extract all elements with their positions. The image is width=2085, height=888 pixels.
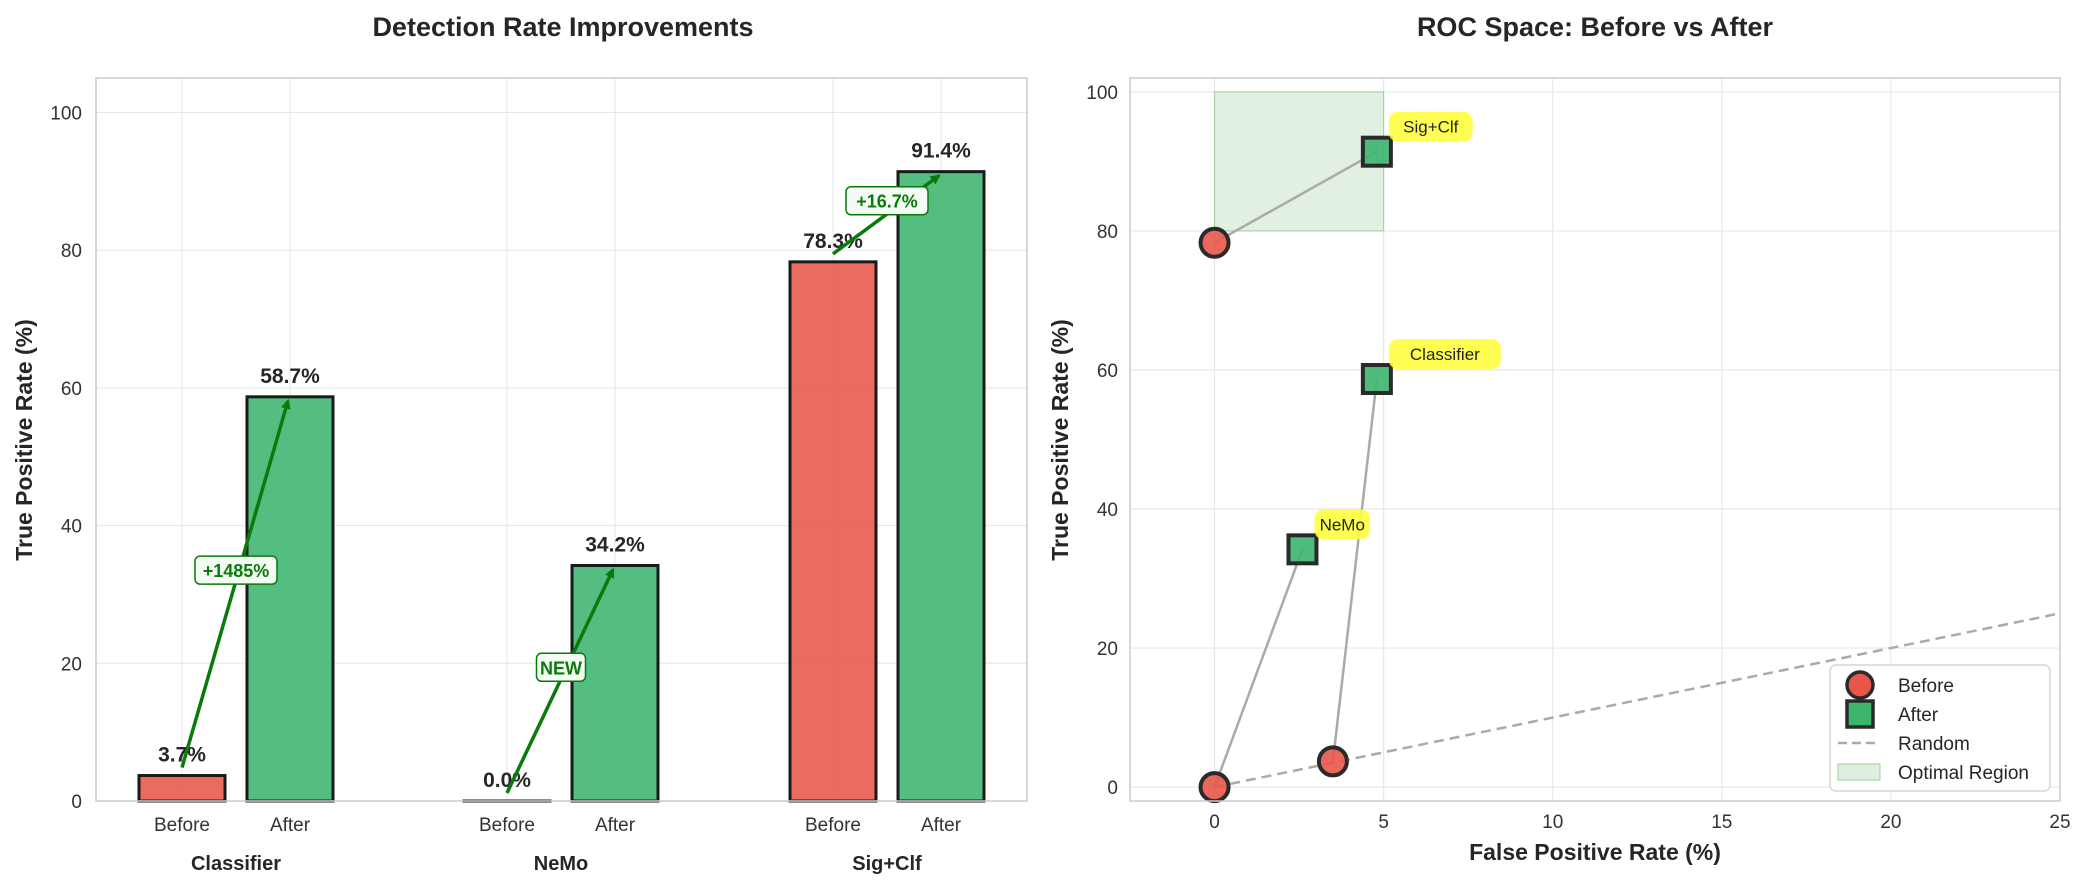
legend-box <box>1829 664 2051 792</box>
annotation-label: NEW <box>540 658 582 678</box>
right-x-tick-label: 20 <box>1880 812 1901 833</box>
annotation-label: +1485% <box>203 561 270 581</box>
bar-x-tick-label: After <box>921 815 962 836</box>
bar-x-tick-label: Before <box>154 815 210 836</box>
bar-value-label: 78.3% <box>803 230 863 253</box>
left-y-tick-label: 20 <box>61 654 82 675</box>
bar-value-label: 58.7% <box>260 365 320 388</box>
group-label: Classifier <box>191 853 281 875</box>
bar-after <box>245 395 335 803</box>
bar-before <box>788 260 878 803</box>
left-plot-frame <box>95 77 1028 802</box>
point-label: Classifier <box>1410 345 1480 364</box>
before-point <box>1198 226 1231 259</box>
annotation-label: +16.7% <box>856 192 918 212</box>
right-x-tick-label: 0 <box>1209 812 1220 833</box>
right-x-axis-label: False Positive Rate (%) <box>1469 839 1721 865</box>
point-label-box <box>1314 509 1371 540</box>
point-label: NeMo <box>1320 515 1365 534</box>
legend-after-icon <box>1845 699 1875 729</box>
bar-value-label: 3.7% <box>158 744 206 767</box>
bar-before <box>137 774 227 803</box>
roc-chart: ROC Space: Before vs After 0 5 10 15 20 25 0 20… <box>1047 12 2071 865</box>
bar-x-tick-label: After <box>595 815 636 836</box>
right-y-axis-label: True Positive Rate (%) <box>1047 319 1073 561</box>
group-label: NeMo <box>534 853 588 875</box>
connector-line <box>1331 378 1379 762</box>
legend-label: Before <box>1898 676 1954 697</box>
left-arrows: +1485% NEW +16.7% <box>180 174 941 794</box>
legend-label: Optimal Region <box>1898 763 2029 784</box>
bar-value-label: 0.0% <box>483 769 531 792</box>
legend-label: Random <box>1898 734 1970 755</box>
right-y-tick-label: 40 <box>1097 500 1118 521</box>
annotation-box <box>845 185 929 216</box>
left-y-tick-label: 100 <box>50 103 82 124</box>
left-y-tick-label: 0 <box>71 792 82 813</box>
annotation-box <box>194 555 278 585</box>
bar-value-label: 34.2% <box>585 534 645 557</box>
right-x-tick-label: 15 <box>1711 812 1732 833</box>
right-x-tick-label: 25 <box>2049 812 2070 833</box>
right-chart-title: ROC Space: Before vs After <box>1417 12 1774 42</box>
legend-label: After <box>1898 705 1939 726</box>
left-y-axis-label: True Positive Rate (%) <box>11 319 37 561</box>
bar-after <box>570 564 660 803</box>
right-y-tick-label: 0 <box>1107 778 1118 799</box>
left-bars: 3.7% 58.7% 0.0% 34.2% 78.3% 91.4% <box>137 140 986 803</box>
optimal-region <box>1214 91 1385 232</box>
right-x-tick-label: 10 <box>1542 812 1563 833</box>
before-point <box>1198 771 1231 804</box>
left-y-tick-label: 60 <box>61 379 82 400</box>
right-y-tick-label: 80 <box>1097 222 1118 243</box>
right-y-tick-label: 100 <box>1086 83 1118 104</box>
point-label: Sig+Clf <box>1403 118 1459 137</box>
bar-x-tick-label: After <box>270 815 311 836</box>
after-point <box>1360 135 1393 168</box>
point-label-box <box>1388 111 1473 142</box>
left-y-tick-label: 80 <box>61 241 82 262</box>
left-y-ticks: 0 20 40 60 80 100 Before After Classifier Before A… <box>50 103 961 875</box>
right-y-tick-label: 20 <box>1097 639 1118 660</box>
bar-x-tick-label: Before <box>805 815 861 836</box>
legend-before-icon <box>1845 670 1875 700</box>
before-point <box>1316 745 1349 778</box>
bar-value-label: 91.4% <box>911 140 971 163</box>
connector-line <box>1213 150 1378 244</box>
after-point <box>1286 533 1319 566</box>
point-label-box <box>1388 339 1501 370</box>
left-y-tick-label: 40 <box>61 517 82 538</box>
right-content: Classifier NeMo Sig+Clf <box>1198 91 2061 804</box>
right-x-tick-label: 5 <box>1378 812 1389 833</box>
legend: Before After Random Optimal Region <box>1829 664 2051 792</box>
right-plot-frame <box>1129 77 2061 802</box>
bar-x-tick-label: Before <box>479 815 535 836</box>
group-label: Sig+Clf <box>852 853 922 875</box>
left-chart-title: Detection Rate Improvements <box>372 12 753 42</box>
right-y-tick-label: 60 <box>1097 361 1118 382</box>
legend-optimal-icon <box>1837 763 1881 781</box>
bar-after <box>896 170 986 803</box>
after-point <box>1360 363 1393 396</box>
detection-rate-chart: Detection Rate Improvements 0 20 40 60 80 100… <box>11 12 1028 875</box>
connector-line <box>1213 548 1304 788</box>
annotation-box <box>535 652 587 683</box>
right-ticks: 0 5 10 15 20 25 0 20 40 60 80 100 <box>1086 83 2070 833</box>
